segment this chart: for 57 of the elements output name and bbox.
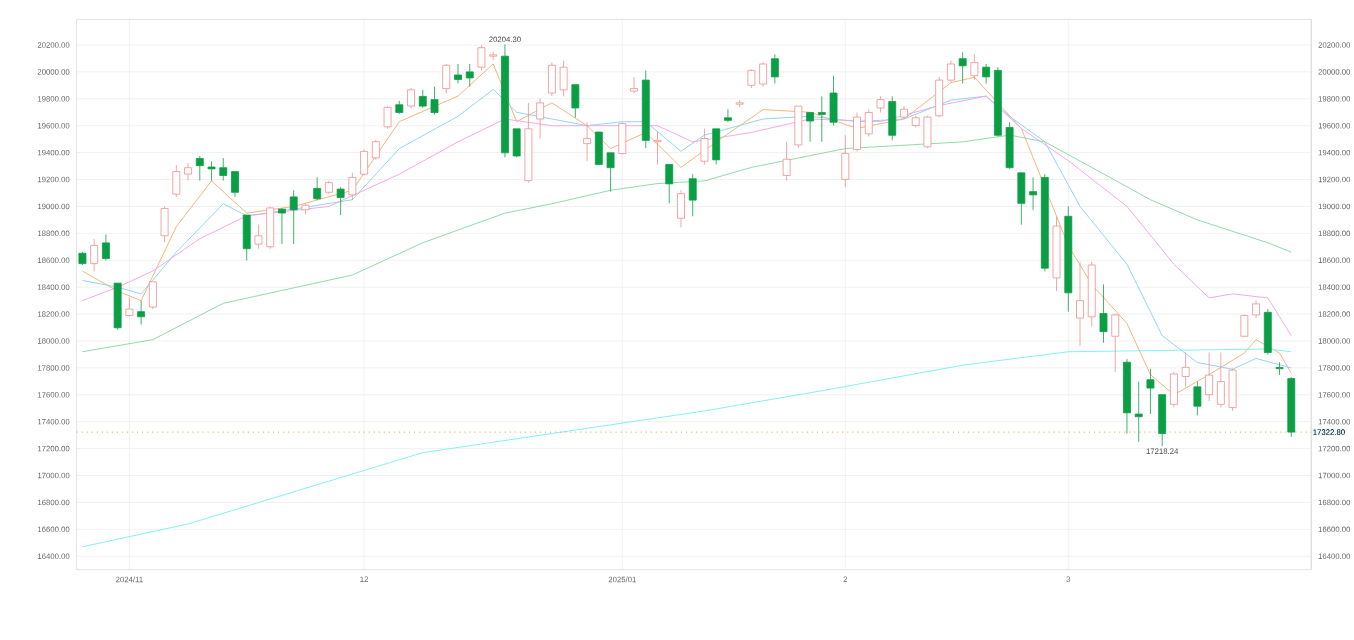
candlestick xyxy=(313,177,322,200)
candlestick xyxy=(407,87,415,109)
candlestick xyxy=(301,203,310,215)
candlestick xyxy=(688,173,697,217)
candlestick xyxy=(1287,378,1296,438)
candlestick xyxy=(395,100,404,114)
candlestick xyxy=(782,141,791,182)
candlestick xyxy=(1134,381,1143,443)
candlestick xyxy=(1263,308,1272,355)
candlestick xyxy=(876,96,885,114)
candlestick xyxy=(465,63,474,88)
candlestick xyxy=(1193,381,1202,416)
candlestick xyxy=(1123,358,1131,435)
candlestick xyxy=(501,44,509,158)
candlestick xyxy=(160,206,169,243)
candlestick xyxy=(770,54,779,85)
candlestick xyxy=(78,253,87,265)
candlestick xyxy=(970,54,979,81)
candlestick xyxy=(982,63,991,85)
candlestick xyxy=(630,76,638,94)
candlestick xyxy=(583,121,592,162)
candlestick xyxy=(947,60,955,84)
candlestick xyxy=(735,99,744,108)
line-series xyxy=(81,348,1292,548)
candlestick xyxy=(1205,352,1214,402)
candlestick xyxy=(1052,216,1061,292)
candlestick xyxy=(1099,284,1108,344)
candlestick xyxy=(653,131,662,166)
candlestick xyxy=(1076,261,1084,347)
candlestick xyxy=(724,109,732,123)
candlestick xyxy=(1146,368,1155,415)
candlestick xyxy=(677,190,685,228)
candlestick xyxy=(618,123,627,154)
candlestick xyxy=(1275,362,1284,376)
candlestick xyxy=(536,98,545,140)
candlestick xyxy=(324,180,333,193)
line-series xyxy=(81,63,1292,396)
candlestick xyxy=(125,297,134,317)
candlestick xyxy=(958,52,967,85)
candlestick xyxy=(454,63,462,84)
candlestick xyxy=(641,70,650,149)
candlestick xyxy=(524,102,533,184)
candlestick xyxy=(442,65,451,94)
candlestick xyxy=(841,135,850,188)
candlestick xyxy=(195,155,204,182)
candlestick xyxy=(289,190,298,245)
candlestick xyxy=(348,172,357,201)
candlestick xyxy=(101,234,110,261)
candlestick xyxy=(888,96,897,141)
candlestick xyxy=(853,112,861,152)
candlestick xyxy=(1064,206,1073,313)
candlestick xyxy=(172,164,181,198)
candlestick xyxy=(184,162,192,182)
candlestick xyxy=(383,107,392,130)
candlestick xyxy=(900,105,908,120)
candlestick xyxy=(90,238,99,272)
candlestick xyxy=(137,300,146,326)
